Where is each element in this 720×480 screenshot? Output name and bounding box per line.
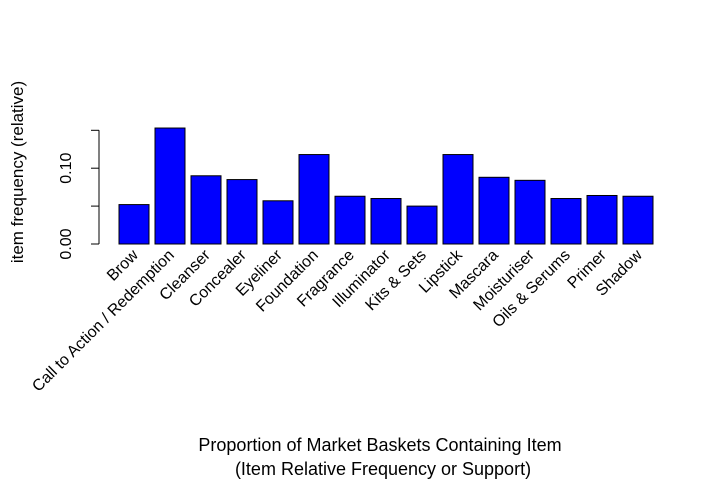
chart-title: Proportion of Market Baskets Containing … xyxy=(198,435,561,455)
bar xyxy=(622,195,654,245)
bar xyxy=(442,154,474,245)
chart-subtitle: (Item Relative Frequency or Support) xyxy=(235,459,531,479)
y-axis: 0.00 0.10 xyxy=(58,129,100,260)
y-tick-label: 0.10 xyxy=(58,153,75,184)
bar xyxy=(478,176,510,245)
bar xyxy=(406,205,438,245)
bar xyxy=(550,198,582,245)
bar xyxy=(190,175,222,245)
bar xyxy=(514,179,546,245)
bar xyxy=(118,204,150,245)
x-category-label: Call to Action / Redemption xyxy=(29,247,177,395)
y-tick-label: 0.00 xyxy=(58,228,75,259)
bar xyxy=(334,195,366,245)
bar xyxy=(154,127,186,245)
bar xyxy=(298,154,330,245)
bar xyxy=(262,200,294,245)
bars-group xyxy=(118,127,654,245)
bar xyxy=(370,198,402,245)
y-axis-title: item frequency (relative) xyxy=(8,81,27,263)
bar xyxy=(586,194,618,245)
bar xyxy=(226,179,258,245)
